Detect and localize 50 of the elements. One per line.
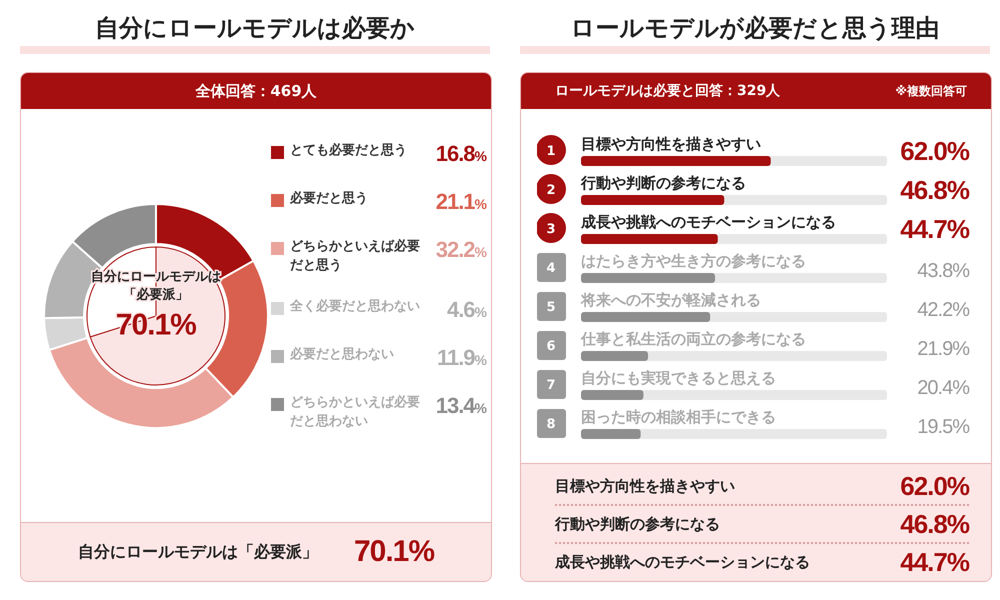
text: 1 bbox=[546, 144, 556, 159]
category-label: 成長や挑戦へのモチベーションになる bbox=[581, 213, 836, 231]
category-label: 困った時の相談相手にできる bbox=[581, 408, 776, 426]
chart-title: ロールモデルが必要だと思う理由 bbox=[570, 13, 940, 44]
data-label: 20.4% bbox=[917, 377, 970, 399]
data-label: 4.6% bbox=[446, 297, 486, 322]
text: 44.7% bbox=[900, 546, 969, 576]
data-label: 70.1% bbox=[116, 308, 196, 342]
category-label: 成長や挑戦へのモチベーションになる bbox=[555, 552, 810, 570]
legend-label: どちらかといえば必要だと思う bbox=[290, 238, 421, 275]
data-label: 43.8% bbox=[917, 260, 970, 282]
text: 7 bbox=[546, 378, 556, 393]
category-label: 目標や方向性を描きやすい bbox=[581, 135, 761, 153]
chart-subtitle: ロールモデルは必要と回答：329人 bbox=[555, 82, 780, 101]
legend-label: 全く必要だと思わない bbox=[290, 298, 421, 316]
text: 70.1% bbox=[354, 535, 434, 569]
legend-label: 必要だと思う bbox=[290, 190, 369, 208]
data-label: 21.9% bbox=[917, 338, 970, 360]
data-label: 62.0% bbox=[900, 136, 970, 166]
text: 46.8% bbox=[900, 508, 969, 538]
text: 2 bbox=[546, 183, 556, 198]
text: 5 bbox=[546, 300, 556, 315]
category-label: 仕事と私生活の両立の参考になる bbox=[581, 330, 806, 348]
data-label: 19.5% bbox=[917, 416, 970, 438]
data-label: 16.8% bbox=[436, 141, 486, 166]
text: 6 bbox=[546, 339, 556, 354]
text: 4 bbox=[546, 261, 556, 276]
text: 8 bbox=[546, 417, 556, 432]
data-label: 46.8% bbox=[900, 175, 970, 205]
text: 3 bbox=[546, 222, 556, 237]
legend-label: 必要だと思わない bbox=[290, 346, 395, 364]
chart-title: 自分にロールモデルは必要か bbox=[94, 13, 416, 44]
category-label: はたらき方や生き方の参考になる bbox=[581, 252, 806, 270]
category-label: 将来への不安が軽減される bbox=[581, 291, 761, 309]
text: ※複数回答可 bbox=[895, 83, 967, 100]
text: 62.0% bbox=[900, 470, 969, 500]
category-label: 自分にも実現できると思える bbox=[581, 369, 776, 387]
chart-subtitle: 全体回答：469人 bbox=[21, 73, 491, 109]
category-label: 行動や判断の参考になる bbox=[581, 174, 746, 192]
legend-label: どちらかといえば必要だと思わない bbox=[290, 394, 421, 431]
legend-label: とても必要だと思う bbox=[290, 142, 408, 160]
data-label: 42.2% bbox=[917, 299, 970, 321]
data-label: 11.9% bbox=[436, 345, 486, 370]
data-label: 13.4% bbox=[436, 393, 486, 418]
data-label: 32.2% bbox=[436, 237, 486, 262]
data-label: 21.1% bbox=[436, 189, 486, 214]
category-label: 行動や判断の参考になる bbox=[555, 514, 720, 532]
text: 自分にロールモデルは「必要派」 bbox=[78, 542, 318, 562]
category-label: 目標や方向性を描きやすい bbox=[555, 476, 735, 494]
data-label: 44.7% bbox=[900, 214, 970, 244]
